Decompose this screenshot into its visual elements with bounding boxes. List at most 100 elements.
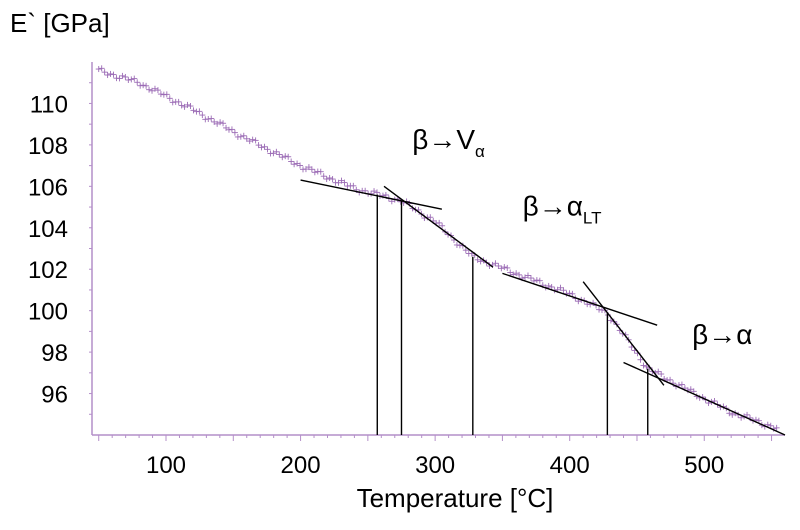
data-point [154,87,161,94]
data-point [128,76,135,83]
data-point [374,189,381,196]
transition-annotation: β→α [692,319,752,350]
data-point [323,176,330,183]
data-point [560,287,567,294]
data-point [371,188,378,195]
tangent-line [383,185,494,268]
data-point [527,275,534,282]
data-point [767,422,774,429]
data-point [110,71,117,78]
x-tick-label: 400 [550,452,590,479]
data-point [501,264,508,271]
transition-annotation: β→Vα [412,124,485,161]
data-point [637,356,644,363]
data-point [462,247,469,254]
data-point [237,133,244,140]
data-point [119,72,126,79]
y-tick-label: 96 [41,382,68,409]
data-point [184,101,191,108]
y-tick-label: 104 [28,216,68,243]
data-point [166,95,173,102]
data-point [516,271,523,278]
data-point [116,75,123,82]
data-point [95,66,102,73]
x-axis-title: Temperature [°C] [357,483,554,513]
data-point [477,258,484,265]
data-point [297,162,304,169]
tangent-line [300,179,443,210]
y-tick-label: 98 [41,340,68,367]
data-point [326,174,333,181]
data-point [427,214,434,221]
data-point [146,86,153,93]
data-point [658,371,665,378]
data-point [678,381,685,388]
data-point [279,154,286,161]
data-point [107,70,114,77]
x-tick-label: 100 [146,452,186,479]
transition-annotation: β→αLT [523,190,602,227]
data-point [492,260,499,267]
data-series-markers [95,65,780,432]
data-point [208,115,215,122]
data-point [439,222,446,229]
data-point [545,282,552,289]
data-point [320,173,327,180]
x-tick-label: 500 [684,452,724,479]
y-axis-title: E` [GPa] [10,8,110,38]
data-point [350,182,357,189]
data-point [311,169,318,176]
annotations: β→Vα β→αLT β→α [412,124,752,350]
data-point [178,102,185,109]
data-point [190,107,197,114]
data-point [276,151,283,158]
data-point [137,82,144,89]
data-point [536,277,543,284]
data-point [436,219,443,226]
y-tick-label: 100 [28,299,68,326]
data-point [273,148,280,155]
data-point [744,411,751,418]
data-point [498,265,505,272]
tangent-line [623,361,786,436]
data-point [199,112,206,119]
y-tick-label: 102 [28,257,68,284]
data-point [157,91,164,98]
y-tick-label: 106 [28,174,68,201]
data-point [220,120,227,127]
data-point [98,65,105,72]
data-point [122,73,129,80]
data-point [533,277,540,284]
data-point [282,153,289,160]
data-point [228,126,235,133]
data-point [308,166,315,173]
data-point [667,376,674,383]
data-point [187,103,194,110]
y-tick-label: 110 [30,91,68,118]
tangent-line [502,272,658,326]
data-point [140,82,147,89]
data-point [317,168,324,175]
data-point [569,290,576,297]
data-point [291,161,298,168]
data-point [252,137,259,144]
data-point [104,72,111,79]
data-point [125,77,132,84]
data-point [341,179,348,186]
data-point [205,116,212,123]
data-point [134,79,141,86]
data-point [524,272,531,279]
axes [91,62,785,436]
data-point [264,146,271,153]
data-point [143,82,150,89]
data-point [231,129,238,136]
drop-lines [376,194,649,435]
data-point [530,277,537,284]
data-point [643,363,650,370]
data-point [640,362,647,369]
data-point [249,136,256,143]
data-point [151,85,158,92]
tangent-line [582,281,665,386]
data-point [261,143,268,150]
